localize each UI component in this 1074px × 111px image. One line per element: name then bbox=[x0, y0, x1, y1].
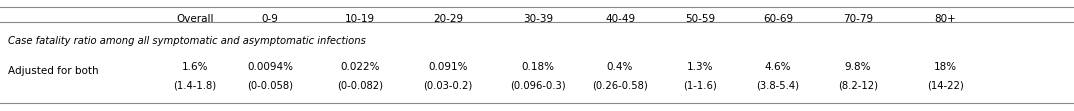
Text: 0.0094%: 0.0094% bbox=[247, 62, 293, 72]
Text: 20-29: 20-29 bbox=[433, 14, 463, 24]
Text: Case fatality ratio among all symptomatic and asymptomatic infections: Case fatality ratio among all symptomati… bbox=[8, 36, 366, 46]
Text: 60-69: 60-69 bbox=[763, 14, 793, 24]
Text: 4.6%: 4.6% bbox=[765, 62, 792, 72]
Text: 50-59: 50-59 bbox=[685, 14, 715, 24]
Text: 40-49: 40-49 bbox=[605, 14, 635, 24]
Text: 0.091%: 0.091% bbox=[429, 62, 468, 72]
Text: (0-0.058): (0-0.058) bbox=[247, 80, 293, 90]
Text: 1.6%: 1.6% bbox=[182, 62, 208, 72]
Text: 10-19: 10-19 bbox=[345, 14, 375, 24]
Text: 1.3%: 1.3% bbox=[686, 62, 713, 72]
Text: (1.4-1.8): (1.4-1.8) bbox=[173, 80, 217, 90]
Text: 18%: 18% bbox=[933, 62, 957, 72]
Text: 30-39: 30-39 bbox=[523, 14, 553, 24]
Text: 0.4%: 0.4% bbox=[607, 62, 634, 72]
Text: 0.022%: 0.022% bbox=[340, 62, 380, 72]
Text: Overall: Overall bbox=[176, 14, 214, 24]
Text: 80+: 80+ bbox=[934, 14, 956, 24]
Text: (1-1.6): (1-1.6) bbox=[683, 80, 716, 90]
Text: (0.26-0.58): (0.26-0.58) bbox=[592, 80, 648, 90]
Text: Adjusted for both: Adjusted for both bbox=[8, 66, 99, 76]
Text: 0.18%: 0.18% bbox=[522, 62, 554, 72]
Text: 0-9: 0-9 bbox=[262, 14, 278, 24]
Text: (0.03-0.2): (0.03-0.2) bbox=[423, 80, 473, 90]
Text: (8.2-12): (8.2-12) bbox=[838, 80, 879, 90]
Text: (14-22): (14-22) bbox=[927, 80, 963, 90]
Text: (3.8-5.4): (3.8-5.4) bbox=[756, 80, 799, 90]
Text: 70-79: 70-79 bbox=[843, 14, 873, 24]
Text: 9.8%: 9.8% bbox=[845, 62, 871, 72]
Text: (0-0.082): (0-0.082) bbox=[337, 80, 383, 90]
Text: (0.096-0.3): (0.096-0.3) bbox=[510, 80, 566, 90]
